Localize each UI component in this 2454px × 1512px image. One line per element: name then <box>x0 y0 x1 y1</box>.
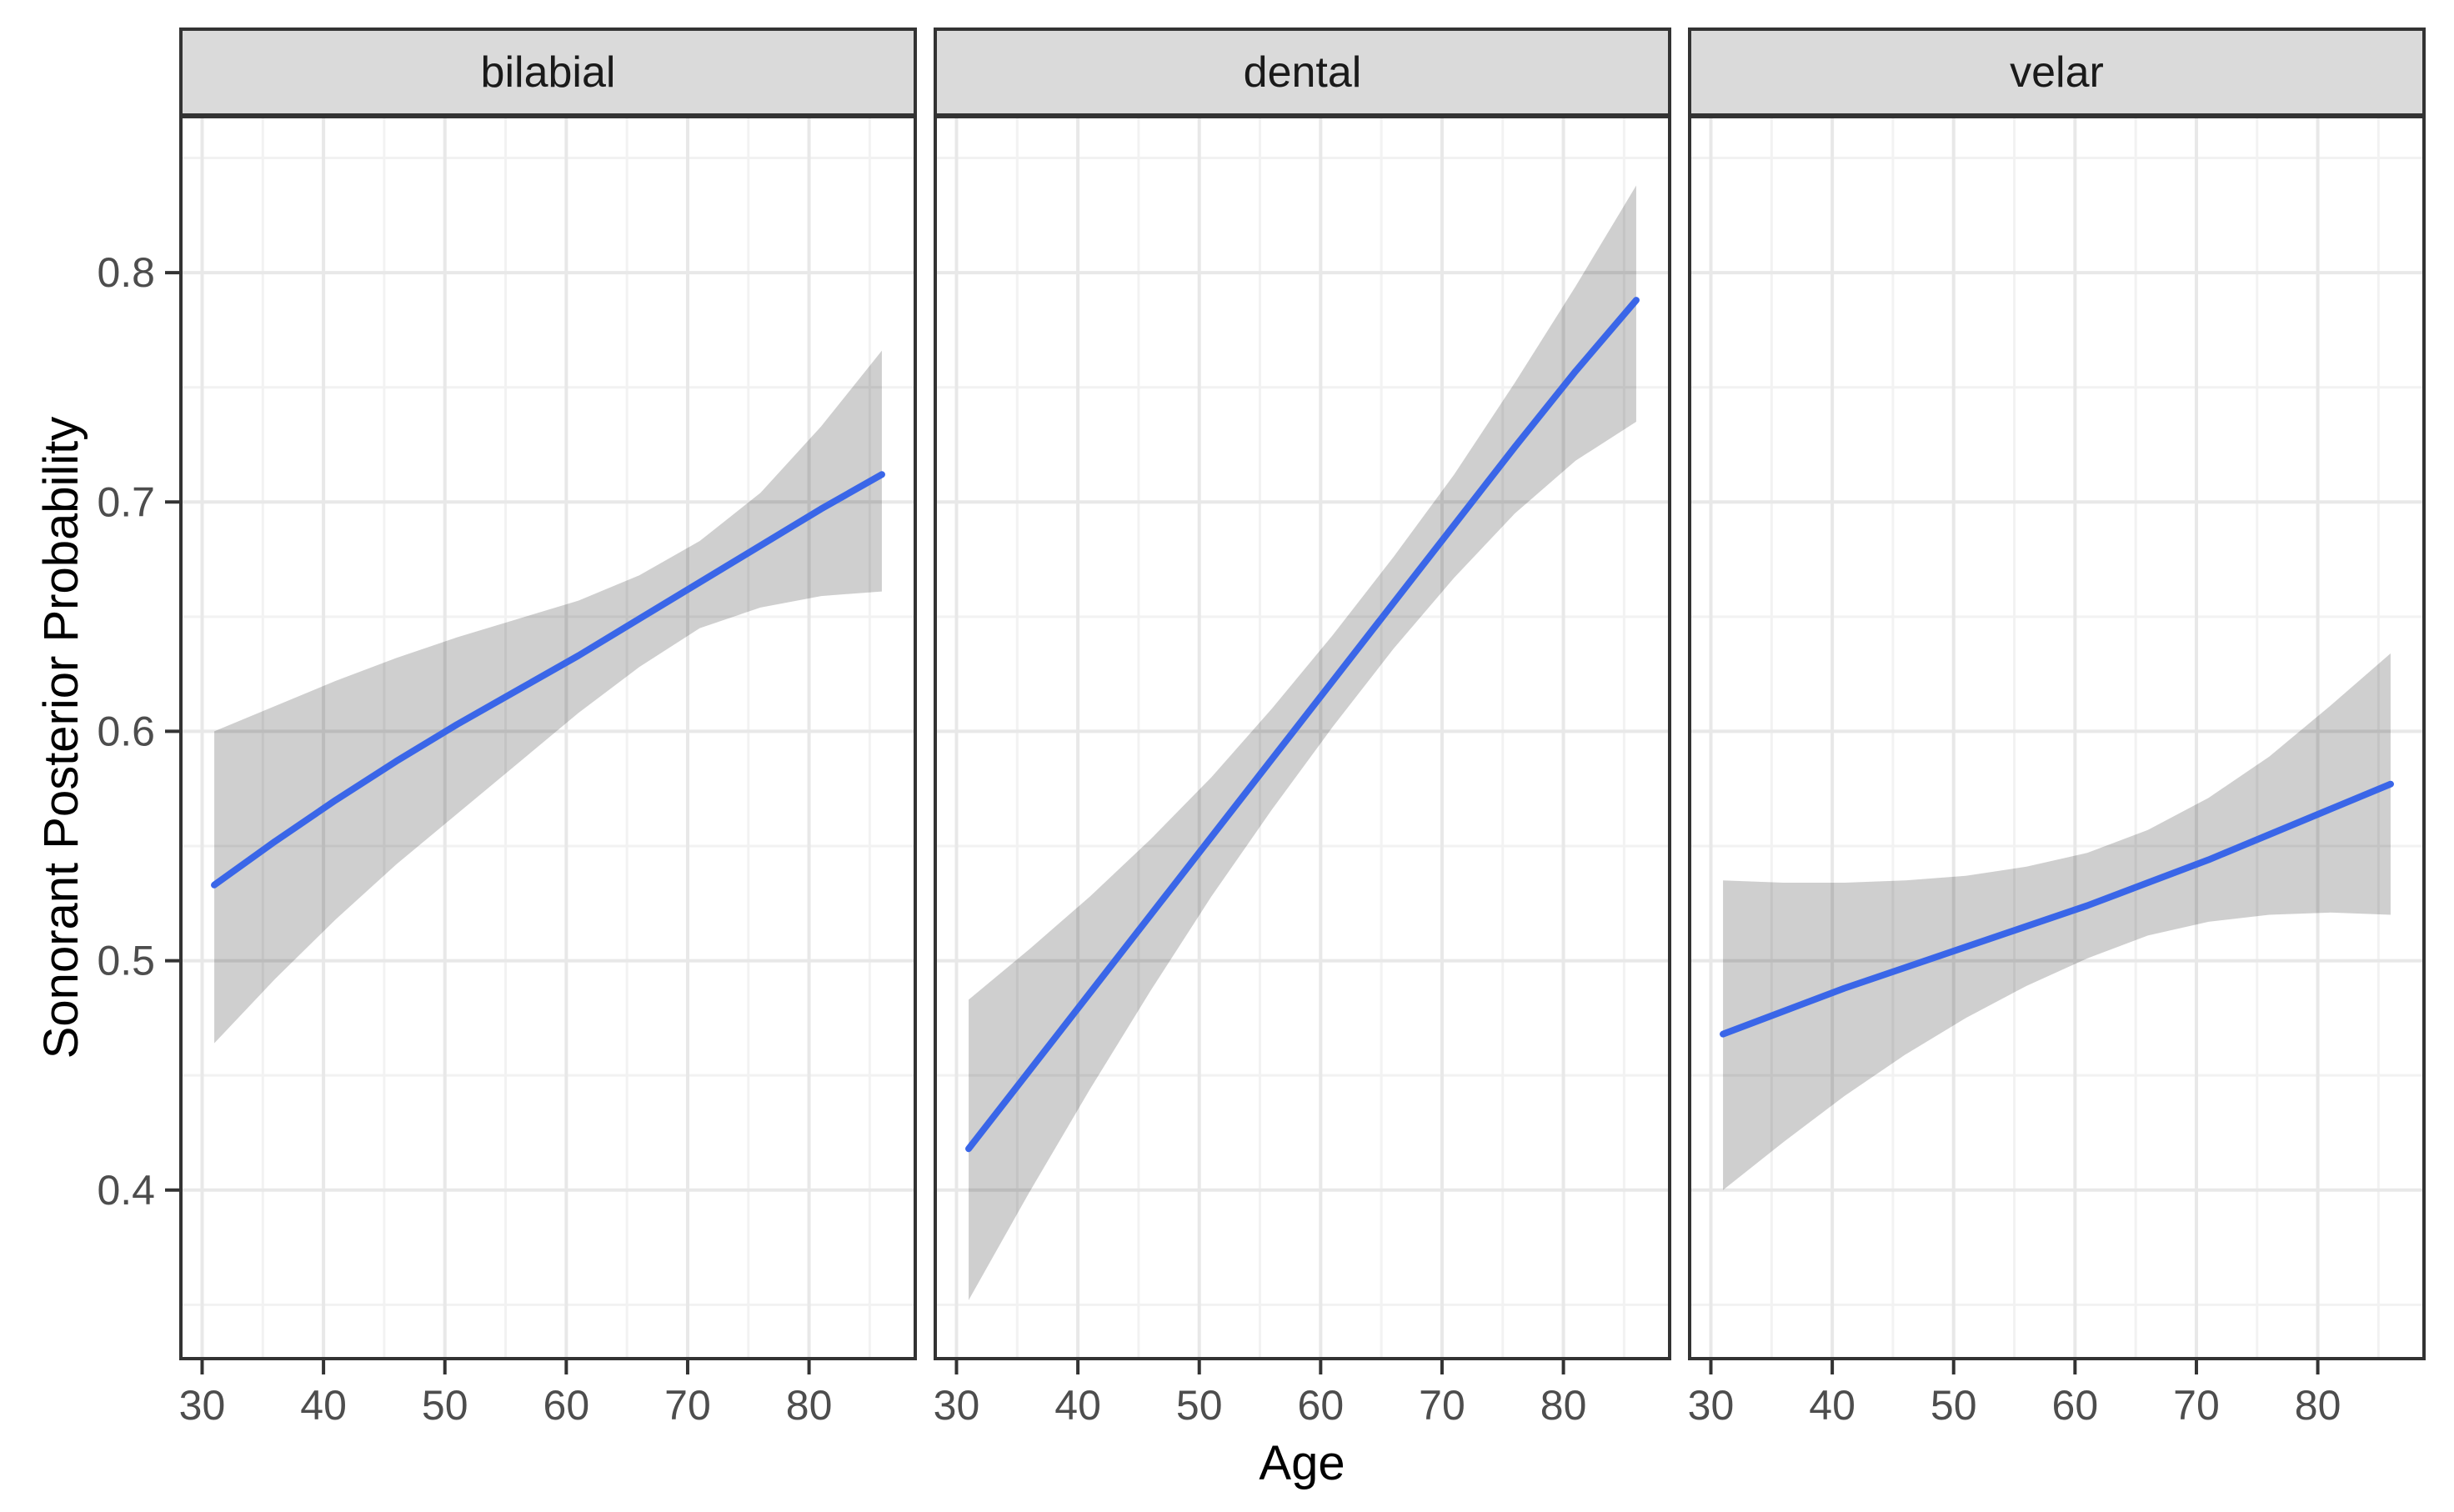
x-axis-tick-label: 30 <box>1688 1382 1735 1429</box>
facet-strip <box>934 28 1671 117</box>
x-axis-tick-label: 60 <box>2052 1382 2099 1429</box>
x-axis-tick-label: 50 <box>1176 1382 1223 1429</box>
facet-panel-velar: 30 40 50 60 70 80 <box>1688 28 2426 1429</box>
smooth-line <box>1720 780 2394 1038</box>
smooth-line <box>211 471 885 889</box>
x-axis-tick-label: 50 <box>1931 1382 1977 1429</box>
facet-strip <box>179 28 917 117</box>
y-axis-tick-label: 0.4 <box>97 1167 155 1214</box>
y-axis-tick-label: 0.6 <box>97 708 155 754</box>
y-axis-title: Sonorant Posterior Probability <box>34 416 88 1059</box>
y-axis-tick-label: 0.8 <box>97 249 155 296</box>
x-axis-tick-label: 80 <box>2295 1382 2341 1429</box>
x-axis-tick-label: 40 <box>300 1382 347 1429</box>
confidence-band <box>1723 653 2391 1190</box>
facet-panel-dental: 30 40 50 60 70 80 <box>934 28 1671 1429</box>
x-axis-tick-label: 80 <box>1540 1382 1587 1429</box>
confidence-band <box>969 185 1636 1300</box>
facet-panel-bilabial: 30 40 50 60 70 80 0.4 0.5 0.6 0.7 0.8 <box>97 28 917 1429</box>
x-axis-tick-label: 70 <box>1419 1382 1465 1429</box>
x-axis-tick-label: 30 <box>934 1382 980 1429</box>
x-axis-tick-label: 60 <box>1298 1382 1345 1429</box>
x-axis-tick-label: 50 <box>422 1382 468 1429</box>
x-axis-title: Age <box>1259 1436 1345 1490</box>
smooth-line <box>965 297 1640 1153</box>
x-axis-tick-label: 70 <box>664 1382 711 1429</box>
y-axis-tick-label: 0.5 <box>97 938 155 984</box>
x-axis-tick-label: 80 <box>786 1382 833 1429</box>
confidence-band <box>214 350 882 1044</box>
y-axis-tick-label: 0.7 <box>97 478 155 525</box>
x-axis-tick-label: 30 <box>179 1382 226 1429</box>
x-axis-tick-label: 40 <box>1809 1382 1856 1429</box>
x-axis-tick-label: 60 <box>543 1382 590 1429</box>
x-axis-tick-label: 70 <box>2173 1382 2220 1429</box>
x-axis-tick-label: 40 <box>1054 1382 1101 1429</box>
facet-strip <box>1688 28 2426 117</box>
